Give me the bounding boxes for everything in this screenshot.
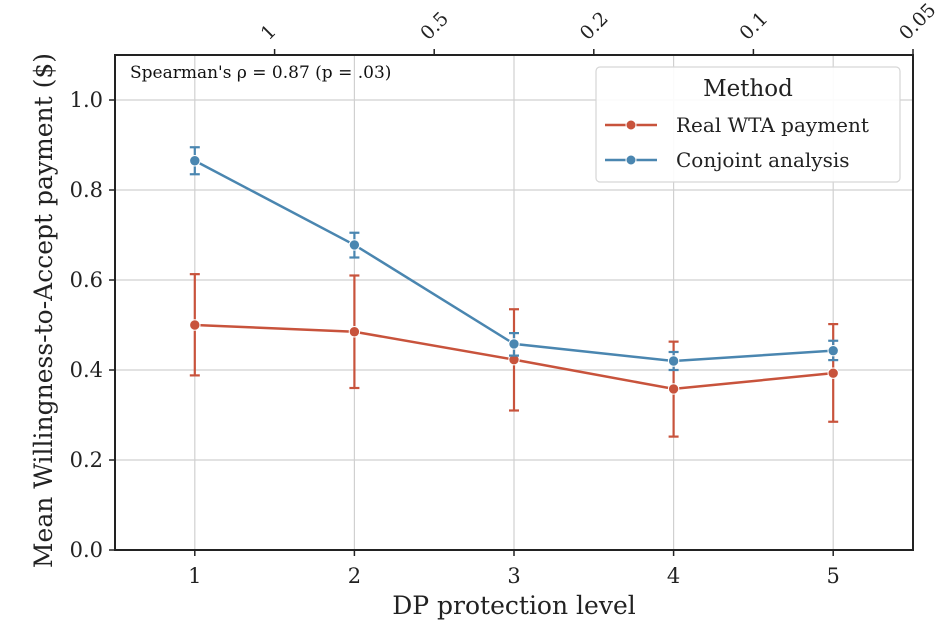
legend-label-conjoint: Conjoint analysis (676, 148, 850, 172)
y-tick-label: 0.0 (70, 538, 103, 562)
y-tick-label: 0.2 (70, 448, 103, 472)
x-tick-label: 5 (827, 564, 840, 588)
series-0 (189, 273, 839, 438)
top-tick-label: 0.05 (895, 0, 940, 45)
top-tick-label: 1 (257, 20, 281, 44)
x-tick-label: 4 (667, 564, 680, 588)
legend-marker-conjoint (625, 154, 637, 166)
top-tick-label: 0.5 (416, 8, 453, 45)
series-layer (189, 146, 839, 438)
data-point (189, 319, 201, 331)
x-tick-label: 2 (348, 564, 361, 588)
data-point (667, 355, 680, 367)
data-point (348, 326, 361, 338)
data-point (508, 338, 520, 350)
y-axis-title: Mean Willingness-to-Accept payment ($) (29, 53, 58, 568)
legend-label-real-wta: Real WTA payment (676, 113, 869, 137)
series-1 (189, 146, 839, 372)
top-tick-label: 0.2 (576, 8, 613, 45)
x-tick-label: 3 (507, 564, 520, 588)
data-point (348, 239, 361, 251)
data-point (827, 344, 839, 357)
legend-box (595, 66, 901, 183)
x-axis-title: DP protection level (392, 591, 636, 620)
legend: Method Real WTA payment Conjoint analysi… (595, 66, 901, 183)
legend-marker-real-wta (625, 119, 637, 131)
data-point (189, 155, 201, 167)
y-tick-label: 1.0 (70, 88, 103, 112)
spearman-annotation: Spearman's ρ = 0.87 (p = .03) (130, 63, 391, 83)
y-tick-label: 0.4 (70, 358, 103, 382)
data-point (827, 367, 839, 379)
data-point (667, 383, 680, 395)
y-tick-label: 0.8 (70, 178, 103, 202)
y-tick-label: 0.6 (70, 268, 103, 292)
legend-title: Method (703, 76, 793, 102)
top-tick-label: 0.1 (735, 8, 772, 45)
ticks (109, 49, 914, 556)
x-tick-label: 1 (188, 564, 201, 588)
